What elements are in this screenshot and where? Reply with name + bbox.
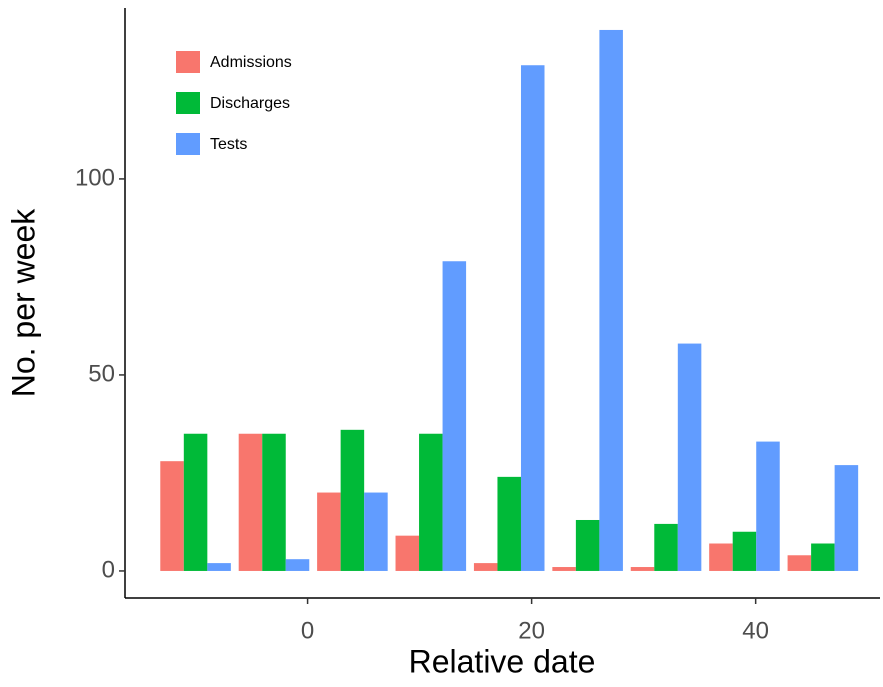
bar (756, 441, 780, 571)
y-tick-label: 0 (102, 556, 115, 583)
y-tick-label: 100 (75, 164, 115, 191)
y-tick-label: 50 (88, 360, 115, 387)
bar (364, 492, 388, 571)
bar (732, 531, 757, 571)
x-tick-label: 0 (301, 617, 314, 644)
bar (207, 563, 231, 571)
bar (677, 343, 702, 571)
bar (630, 567, 655, 571)
bar (317, 492, 341, 571)
x-tick-label: 40 (742, 617, 769, 644)
bar (340, 429, 365, 571)
bar (160, 461, 184, 571)
legend-label: Tests (210, 136, 247, 153)
legend-label: Discharges (210, 95, 290, 112)
bar (262, 433, 286, 571)
bar (520, 65, 545, 571)
bar (285, 559, 310, 571)
bar (419, 433, 443, 571)
legend-key (176, 133, 200, 155)
bar (575, 519, 600, 571)
bar (473, 563, 498, 571)
bar (709, 543, 733, 571)
bar (834, 465, 859, 571)
x-axis-title: Relative date (409, 643, 596, 679)
bar (238, 433, 263, 571)
bar (552, 567, 576, 571)
y-axis-title: No. per week (5, 208, 41, 398)
bar (811, 543, 835, 571)
bar (497, 476, 521, 571)
legend-key (176, 51, 200, 73)
bar (183, 433, 208, 571)
bar (599, 29, 623, 571)
legend-label: Admissions (210, 54, 292, 71)
bar (395, 535, 420, 571)
bar (442, 261, 467, 571)
legend-key (176, 92, 200, 114)
bar (787, 555, 812, 571)
bar (654, 523, 678, 571)
x-tick-label: 20 (518, 617, 545, 644)
